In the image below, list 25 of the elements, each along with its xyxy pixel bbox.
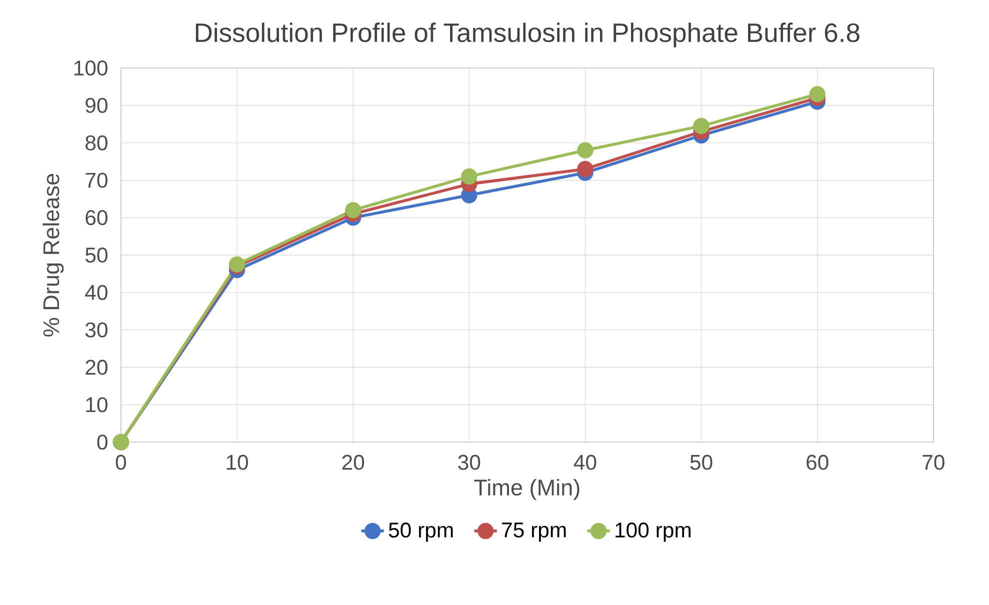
y-tick-label: 0 (97, 434, 108, 450)
y-tick-label: 100 (74, 60, 108, 76)
x-tick-label: 30 (458, 454, 480, 470)
x-tick-label: 40 (574, 454, 596, 470)
y-tick-label: 30 (85, 322, 108, 338)
y-tick-label: 10 (86, 397, 108, 412)
y-axis-title: % Drug Release (42, 174, 64, 337)
chart-title: Dissolution Profile of Tamsulosin in Phosphate Buffer 6.8 (196, 22, 860, 48)
x-tick-label: 60 (806, 454, 828, 470)
y-tick-label: 90 (86, 98, 108, 114)
y-tick-label: 50 (85, 248, 108, 263)
legend-label: 50 rpm (388, 522, 453, 542)
y-tick-label: 80 (86, 135, 108, 151)
x-tick-label: 50 (690, 454, 712, 470)
x-tick-label: 70 (922, 454, 944, 470)
y-tick-label: 20 (86, 360, 108, 376)
x-tick-label: 0 (116, 454, 126, 470)
x-axis-title: Time (Min) (474, 479, 580, 500)
x-tick-label: 20 (342, 454, 364, 470)
legend-label: 100 rpm (616, 522, 691, 542)
x-tick-label: 10 (226, 454, 248, 470)
y-tick-label: 60 (86, 210, 108, 226)
legend-label: 75 rpm (502, 522, 566, 542)
y-tick-label: 70 (86, 172, 108, 188)
y-tick-label: 40 (85, 285, 108, 300)
